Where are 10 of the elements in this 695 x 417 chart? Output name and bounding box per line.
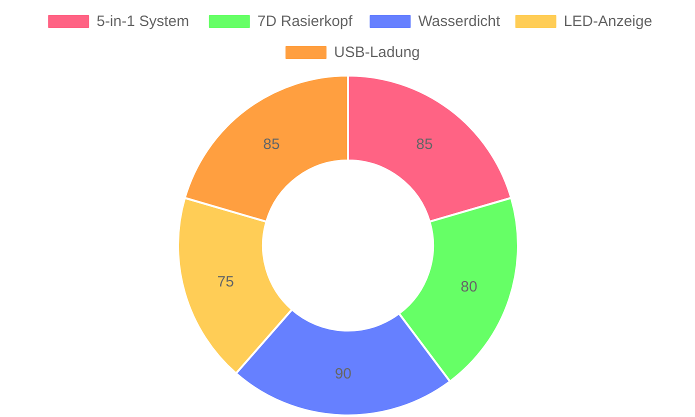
- legend-label: LED-Anzeige: [564, 13, 652, 30]
- data-label: 75: [217, 274, 234, 291]
- data-label: 85: [416, 136, 433, 153]
- legend-label: 7D Rasierkopf: [257, 13, 354, 30]
- legend-label: 5-in-1 System: [96, 13, 190, 30]
- legend-label: Wasserdicht: [418, 13, 501, 30]
- legend-label: USB-Ladung: [334, 44, 420, 61]
- data-label: 85: [263, 136, 280, 153]
- data-label: 80: [460, 278, 478, 296]
- data-label: 90: [334, 365, 352, 382]
